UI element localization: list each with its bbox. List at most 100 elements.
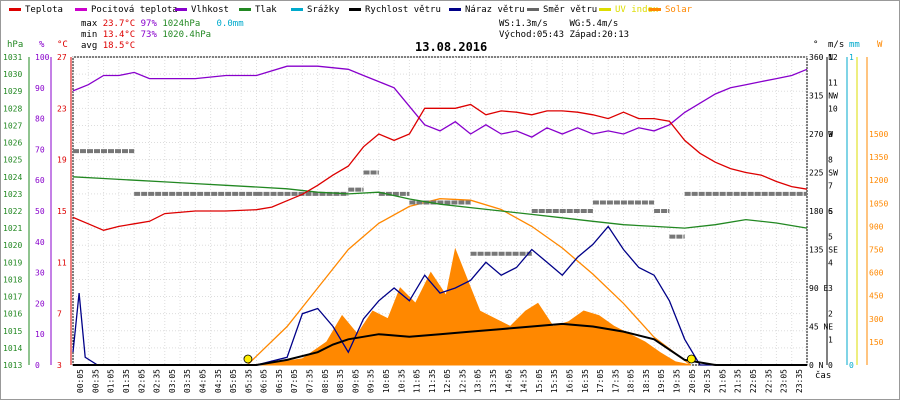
wind-tick: 5	[828, 233, 833, 242]
x-tick: 19:35	[673, 369, 682, 393]
legend-item: Srážky	[291, 3, 340, 17]
press-tick: 1024	[3, 173, 22, 182]
wind-tick: 9	[828, 130, 833, 139]
legend-label: Solar	[665, 5, 693, 15]
legend-swatch	[175, 8, 187, 11]
press-tick: 1014	[3, 344, 22, 353]
x-tick: 04:35	[214, 369, 223, 393]
solar-tick: 300	[869, 315, 884, 324]
dir-tick: 45 NE	[809, 323, 833, 332]
x-tick: 02:35	[153, 369, 162, 393]
x-tick: 08:05	[321, 369, 330, 393]
hum-tick: 40	[35, 238, 45, 247]
solar-tick: 1200	[869, 176, 888, 185]
temp-tick: 23	[57, 104, 67, 113]
legend-label: Teplota	[25, 5, 63, 15]
x-tick: 06:35	[275, 369, 284, 393]
rain-total: 0.0mm	[216, 19, 244, 29]
wind-gust-stat: WG:5.4m/s	[569, 19, 619, 29]
temp-tick: 11	[57, 258, 67, 267]
x-tick: 15:35	[550, 369, 559, 393]
press-tick: 1013	[3, 361, 22, 370]
press-tick: 1031	[3, 53, 22, 62]
hum-tick: 0	[35, 361, 40, 370]
unit-rain: mm	[849, 40, 860, 50]
press-tick: 1028	[3, 104, 22, 113]
press-tick: 1025	[3, 156, 22, 165]
x-tick: 20:05	[688, 369, 697, 393]
legend-label: Rychlost větru	[365, 5, 441, 15]
x-tick: 03:05	[168, 369, 177, 393]
x-tick: 12:05	[443, 369, 452, 393]
legend-swatch	[75, 8, 87, 11]
x-tick: 07:35	[306, 369, 315, 393]
min-hum: 73%	[140, 30, 157, 40]
solar-tick: 750	[869, 246, 884, 255]
dir-tick: 180 S	[809, 207, 833, 216]
temp-tick: 15	[57, 207, 67, 216]
x-tick: 04:05	[198, 369, 207, 393]
wind-tick: 6	[828, 207, 833, 216]
solar-tick: 1500	[869, 130, 888, 139]
legend-item: Vlhkost	[175, 3, 229, 17]
x-tick: 22:35	[764, 369, 773, 393]
min-label: min	[81, 30, 98, 40]
temp-tick: 27	[57, 53, 67, 62]
x-tick: 10:35	[397, 369, 406, 393]
legend-item: Pocitová teplota	[75, 3, 178, 17]
hum-tick: 50	[35, 207, 45, 216]
solar-tick: 1350	[869, 153, 888, 162]
press-tick: 1018	[3, 275, 22, 284]
solar-tick: 900	[869, 222, 884, 231]
wind-tick: 0	[828, 361, 833, 370]
legend-swatch	[599, 8, 611, 11]
series-line-vlhkost	[72, 65, 808, 138]
press-tick: 1026	[3, 139, 22, 148]
stats-min: min 13.4°C 73% 1020.4hPa	[81, 30, 211, 40]
unit-temp: °C	[57, 40, 68, 50]
legend-item: Směr větru	[527, 3, 597, 17]
press-tick: 1029	[3, 87, 22, 96]
legend-label: Srážky	[307, 5, 340, 15]
x-tick: 00:05	[76, 369, 85, 393]
x-tick: 07:05	[290, 369, 299, 393]
x-tick: 05:05	[229, 369, 238, 393]
x-tick: 13:05	[474, 369, 483, 393]
max-press: 1024hPa	[162, 19, 201, 29]
x-tick: 00:35	[91, 369, 100, 393]
solar-area	[247, 247, 691, 366]
dir-tick: 90 E	[809, 284, 828, 293]
press-tick: 1020	[3, 241, 22, 250]
press-tick: 1016	[3, 310, 22, 319]
x-tick: 21:05	[718, 369, 727, 393]
solar-tick: 600	[869, 269, 884, 278]
x-tick: 17:05	[596, 369, 605, 393]
x-tick: 02:05	[137, 369, 146, 393]
unit-solar: W	[877, 40, 883, 50]
series-line-náraz-větru	[72, 225, 807, 366]
legend-swatch	[527, 8, 539, 11]
hum-tick: 20	[35, 299, 45, 308]
x-tick: 09:05	[351, 369, 360, 393]
dir-tick: 315 NW	[809, 92, 838, 101]
x-tick: 05:35	[244, 369, 253, 393]
solar-tick: 150	[869, 338, 884, 347]
legend-label: Vlhkost	[191, 5, 229, 15]
legend-label: Tlak	[255, 5, 277, 15]
solar-max-line	[246, 198, 692, 366]
max-temp: 23.7°C	[102, 19, 136, 29]
series-line-teplota	[72, 103, 808, 231]
x-tick: 23:05	[780, 369, 789, 393]
stats-avg: avg 18.5°C	[81, 41, 135, 51]
x-tick: 16:35	[581, 369, 590, 393]
hum-tick: 30	[35, 269, 45, 278]
x-tick: 13:35	[489, 369, 498, 393]
hum-tick: 90	[35, 84, 45, 93]
hum-tick: 60	[35, 176, 45, 185]
x-tick: 19:05	[657, 369, 666, 393]
press-tick: 1021	[3, 224, 22, 233]
sun-marker	[686, 354, 696, 364]
legend-item: Rychlost větru	[349, 3, 441, 17]
press-tick: 1027	[3, 121, 22, 130]
legend-label: UV index	[615, 5, 659, 15]
